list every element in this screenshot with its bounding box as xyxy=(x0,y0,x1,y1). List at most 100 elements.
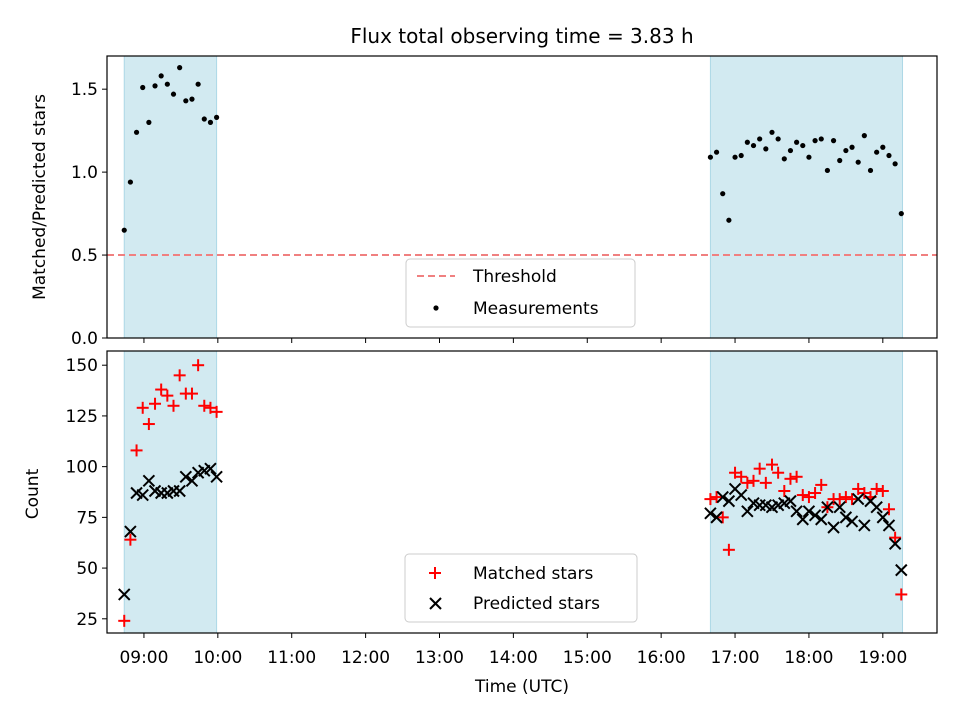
predicted-star-point-32 xyxy=(802,505,816,518)
measurement-point-45 xyxy=(886,152,892,159)
legend-matched-label: Matched stars xyxy=(473,564,593,584)
matched-star-point-17 xyxy=(710,491,723,504)
predicted-star-point-4 xyxy=(142,474,156,488)
matched-star-point-33 xyxy=(809,487,822,500)
bottom-x-tick-label-5: 14:00 xyxy=(489,648,538,668)
predicted-star-point-1 xyxy=(124,525,137,538)
matched-star-point-7 xyxy=(161,389,174,402)
measurement-point-2 xyxy=(133,129,140,135)
measurement-point-35 xyxy=(824,167,831,174)
matched-star-point-29 xyxy=(784,472,797,485)
measurement-point-19 xyxy=(726,217,732,223)
matched-star-point-18 xyxy=(716,511,729,524)
measurement-point-1 xyxy=(127,179,133,185)
predicted-stars-points xyxy=(118,462,908,601)
matched-stars-points xyxy=(118,359,908,627)
measurement-point-44 xyxy=(880,144,886,150)
bottom-x-tick-label-10: 19:00 xyxy=(858,648,907,668)
measurement-point-26 xyxy=(769,129,775,135)
measurement-point-8 xyxy=(170,91,177,97)
bottom-legend-box xyxy=(404,553,638,623)
predicted-star-point-39 xyxy=(845,515,859,528)
matched-star-point-43 xyxy=(870,482,883,495)
matched-star-point-34 xyxy=(815,478,828,491)
matched-star-point-1 xyxy=(124,533,137,546)
matched-star-point-37 xyxy=(833,493,846,506)
matched-star-point-25 xyxy=(759,476,772,489)
measurement-point-47 xyxy=(898,210,904,217)
top-x-ticks xyxy=(143,338,884,343)
predicted-star-point-34 xyxy=(815,513,828,526)
measurement-point-4 xyxy=(146,119,152,125)
predicted-star-point-21 xyxy=(734,488,748,502)
matched-star-point-27 xyxy=(772,466,785,479)
measurement-point-10 xyxy=(183,98,189,104)
predicted-star-point-31 xyxy=(796,513,809,526)
measurement-point-24 xyxy=(757,136,763,142)
bottom-x-tick-label-2: 11:00 xyxy=(267,648,316,668)
matched-star-point-31 xyxy=(796,489,809,502)
bottom-y-tick-label-5: 150 xyxy=(66,356,98,376)
measurement-points xyxy=(121,65,904,233)
measurement-point-41 xyxy=(861,133,867,139)
measurement-point-16 xyxy=(707,154,714,160)
matched-star-point-9 xyxy=(173,369,186,382)
bottom-axes-frame xyxy=(106,350,938,634)
predicted-star-point-33 xyxy=(808,509,822,522)
matched-star-point-0 xyxy=(118,614,131,627)
matched-star-point-6 xyxy=(155,383,168,396)
measurement-point-0 xyxy=(121,227,127,233)
top-y-tick-label-1: 0.5 xyxy=(71,246,98,266)
predicted-star-point-37 xyxy=(833,501,846,514)
predicted-star-point-41 xyxy=(858,519,871,532)
predicted-star-point-46 xyxy=(888,537,902,550)
matched-star-point-28 xyxy=(778,484,791,497)
measurement-point-31 xyxy=(800,142,806,149)
measurement-point-36 xyxy=(830,138,837,144)
measurement-point-28 xyxy=(781,156,787,162)
matched-star-point-21 xyxy=(735,470,748,483)
measurement-point-23 xyxy=(750,142,757,149)
matched-star-point-5 xyxy=(149,397,162,410)
predicted-star-point-40 xyxy=(851,492,865,506)
bottom-x-tick-label-8: 17:00 xyxy=(711,648,760,668)
legend-threshold-label: Threshold xyxy=(472,267,557,287)
predicted-star-point-22 xyxy=(741,505,754,518)
legend-measurements-label: Measurements xyxy=(473,299,599,319)
predicted-star-point-35 xyxy=(821,501,834,514)
bottom-x-tick-label-3: 12:00 xyxy=(341,648,390,668)
measurement-point-20 xyxy=(732,154,738,160)
predicted-star-point-47 xyxy=(895,563,908,577)
matched-star-point-8 xyxy=(167,399,180,412)
matched-star-point-23 xyxy=(747,474,760,487)
predicted-star-point-45 xyxy=(882,519,896,532)
bottom-y-tick-label-3: 100 xyxy=(66,458,98,478)
predicted-star-point-19 xyxy=(722,494,736,508)
measurement-point-18 xyxy=(720,191,726,197)
matched-star-point-32 xyxy=(802,491,815,504)
matched-star-point-3 xyxy=(136,401,149,414)
top-y-tick-label-3: 1.5 xyxy=(71,80,98,100)
bottom-y-tick-label-2: 75 xyxy=(76,508,98,528)
matched-star-point-26 xyxy=(765,458,778,471)
predicted-star-point-38 xyxy=(839,511,853,524)
measurement-point-27 xyxy=(775,136,781,142)
predicted-star-point-11 xyxy=(185,474,199,488)
measurement-point-33 xyxy=(812,138,818,144)
predicted-star-point-18 xyxy=(716,490,729,504)
top-shaded-region-0 xyxy=(123,55,218,339)
top-y-ticks: 0.0 0.5 1.0 1.5 xyxy=(71,80,107,349)
measurement-point-25 xyxy=(763,146,769,152)
matched-star-point-12 xyxy=(192,359,205,372)
measurement-point-39 xyxy=(849,144,855,150)
top-shaded-region-1 xyxy=(709,55,904,339)
measurement-point-12 xyxy=(195,81,201,87)
bottom-x-tick-label-0: 09:00 xyxy=(119,648,168,668)
measurement-point-3 xyxy=(140,84,146,91)
predicted-star-point-15 xyxy=(210,470,223,483)
predicted-star-point-30 xyxy=(790,505,803,518)
bottom-panel: 25 50 75 100 125 150 09:00 10:00 11:00 12:00 13:0… xyxy=(23,350,938,697)
measurement-point-17 xyxy=(713,149,720,155)
top-legend-box xyxy=(405,258,636,328)
bottom-x-ticks: 09:00 10:00 11:00 12:00 13:00 14:00 15:00 16:00… xyxy=(119,633,907,668)
